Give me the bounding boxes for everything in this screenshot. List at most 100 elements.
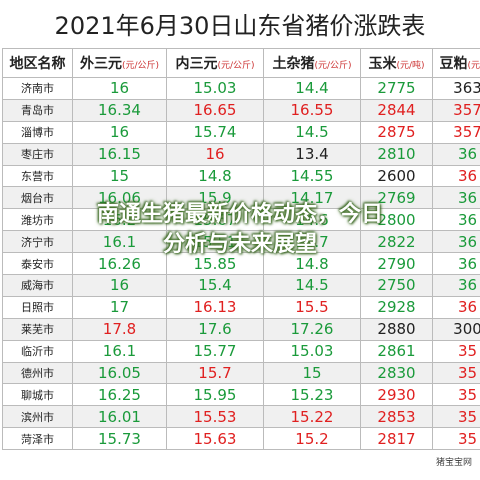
price-cell: 16 (72, 274, 167, 297)
overlay-line: 南通生猪最新价格动态，今日 (96, 202, 383, 227)
table-body: 济南市 16 15.03 14.4 2775 363 青岛市 16.34 16.65 16.55 2… (2, 77, 480, 451)
price-cell: 16 (72, 77, 167, 100)
table-row: 临沂市 16.1 15.77 15.03 2861 35 (2, 339, 480, 363)
price-cell: 363 (432, 77, 480, 100)
header-name: 土杂猪 (272, 56, 315, 72)
price-cell: 2750 (360, 274, 433, 297)
price-cell: 36 (432, 252, 480, 276)
price-cell: 15.63 (166, 427, 264, 451)
price-cell: 17.8 (72, 317, 167, 341)
table-row: 枣庄市 16.15 16 13.4 2810 36 (2, 142, 480, 166)
price-cell: 2810 (360, 142, 433, 166)
price-cell: 16.1 (72, 339, 167, 363)
region-cell: 威海市 (2, 274, 73, 297)
price-cell: 17.6 (166, 317, 264, 341)
region-cell: 莱芜市 (2, 317, 73, 341)
price-cell: 17 (72, 295, 167, 319)
price-cell: 14.6 (263, 208, 361, 232)
price-cell: 15.5 (263, 295, 361, 319)
header-name: 地区名称 (9, 56, 66, 72)
price-cell: 14.5 (263, 120, 361, 144)
price-cell: 15.53 (166, 405, 264, 429)
table-row: 泰安市 16.26 15.85 14.8 2790 36 (2, 252, 480, 276)
price-cell: 14.17 (263, 186, 361, 210)
price-cell: 15.67 (166, 208, 264, 232)
price-cell: 15.95 (166, 383, 264, 407)
price-cell: 15.74 (166, 120, 264, 144)
price-cell: 17.26 (263, 317, 361, 341)
overlay-line: 分析与未来展望 (162, 232, 317, 257)
price-cell: 13.4 (263, 142, 361, 166)
price-cell: 15.77 (166, 339, 264, 363)
price-cell: 36 (432, 295, 480, 319)
header-cell: 内三元(元/公斤) (166, 48, 264, 78)
price-cell: 16.25 (72, 383, 167, 407)
price-cell: 16.2 (72, 208, 167, 232)
price-cell: 16 (166, 142, 264, 166)
price-cell: 16.26 (72, 252, 167, 276)
region-cell: 滨州市 (2, 405, 73, 429)
price-cell: 16.13 (166, 295, 264, 319)
price-cell: 357 (432, 120, 480, 144)
price-cell: 2775 (360, 77, 433, 100)
header-cell: 土杂猪(元/公斤) (263, 48, 361, 78)
price-cell: 36 (432, 208, 480, 232)
price-cell: 300 (432, 317, 480, 341)
header-unit: (元/公斤) (314, 61, 352, 71)
price-cell: 2861 (360, 339, 433, 363)
price-cell: 15.4 (166, 274, 264, 297)
header-name: 玉米 (368, 56, 397, 72)
region-cell: 临沂市 (2, 339, 73, 363)
price-cell: 36 (432, 142, 480, 166)
table-row: 烟台市 16.06 15.9 14.17 2769 36 (2, 186, 480, 210)
region-cell: 泰安市 (2, 252, 73, 276)
table-row: 聊城市 16.25 15.95 15.23 2930 35 (2, 383, 480, 407)
price-cell: 2853 (360, 405, 433, 429)
header-cell: 外三元(元/公斤) (72, 48, 167, 78)
header-name: 外三元 (79, 56, 122, 72)
price-cell: 35 (432, 339, 480, 363)
price-cell: 15 (72, 164, 167, 188)
price-cell: 16.34 (72, 98, 167, 122)
price-cell: 14.5 (263, 274, 361, 297)
price-cell: 14.55 (263, 164, 361, 188)
price-cell: 14.4 (263, 77, 361, 100)
price-cell: 16 (72, 120, 167, 144)
region-cell: 青岛市 (2, 98, 73, 122)
price-cell: 35 (432, 427, 480, 451)
table-row: 济南市 16 15.03 14.4 2775 363 (2, 77, 480, 100)
table-row: 德州市 16.05 15.7 15 2830 35 (2, 361, 480, 385)
header-unit: (元/公斤) (217, 61, 255, 71)
price-cell: 16.65 (166, 98, 264, 122)
price-cell: 15.85 (166, 252, 264, 276)
table-row: 莱芜市 17.8 17.6 17.26 2880 300 (2, 317, 480, 341)
price-cell: 36 (432, 164, 480, 188)
price-cell: 15.03 (263, 339, 361, 363)
table-row: 淄博市 16 15.74 14.5 2875 357 (2, 120, 480, 144)
price-cell: 15 (263, 361, 361, 385)
header-unit: (元/吨) (467, 61, 480, 71)
region-cell: 德州市 (2, 361, 73, 385)
price-cell: 15.22 (263, 405, 361, 429)
region-cell: 淄博市 (2, 120, 73, 144)
price-cell: 16.55 (263, 98, 361, 122)
price-cell: 16.06 (72, 186, 167, 210)
header-name: 豆粕 (439, 56, 468, 72)
title: 2021年6月30日山东省猪价涨跌表 (54, 12, 426, 40)
price-cell: 2880 (360, 317, 433, 341)
table-row: 青岛市 16.34 16.65 16.55 2844 357 (2, 98, 480, 122)
price-cell: 15.51 (166, 230, 264, 254)
header-cell: 地区名称 (2, 48, 73, 78)
overlay-caption: 南通生猪最新价格动态，今日 分析与未来展望 (0, 200, 480, 260)
price-cell: 2600 (360, 164, 433, 188)
price-cell: 35 (432, 383, 480, 407)
table-row: 济宁市 16.1 15.51 14.7 2822 36 (2, 230, 480, 254)
table-row: 潍坊市 16.2 15.67 14.6 2800 36 (2, 208, 480, 232)
price-cell: 35 (432, 405, 480, 429)
price-cell: 2928 (360, 295, 433, 319)
region-cell: 日照市 (2, 295, 73, 319)
price-cell: 15.23 (263, 383, 361, 407)
price-cell: 2830 (360, 361, 433, 385)
price-cell: 2822 (360, 230, 433, 254)
